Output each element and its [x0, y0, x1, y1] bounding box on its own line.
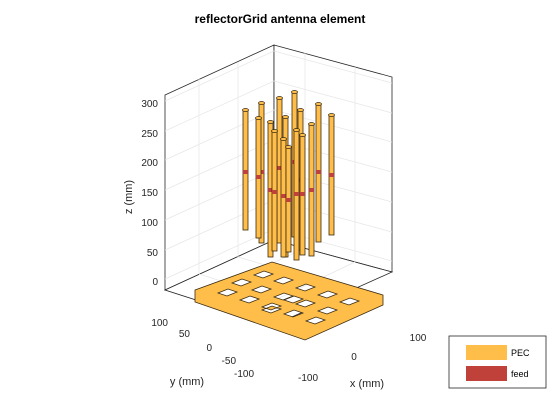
feed-segment	[259, 170, 264, 174]
feed-segment	[329, 173, 334, 177]
dipole-15	[299, 133, 306, 256]
legend-swatch-feed	[466, 366, 507, 381]
y-axis-label: y (mm)	[170, 376, 204, 388]
x-tick-label: 0	[351, 352, 357, 363]
legend-label-feed: feed	[511, 369, 529, 379]
x-axis-label: x (mm)	[350, 378, 384, 390]
dipole-13	[271, 129, 278, 252]
legend-box	[448, 335, 547, 389]
feed-segment	[272, 190, 277, 194]
z-tick-label: 250	[141, 129, 158, 140]
feed-segment	[286, 198, 291, 202]
z-tick-label: 200	[141, 158, 158, 169]
legend-label-pec: PEC	[511, 348, 530, 358]
feed-segment	[243, 170, 248, 174]
x-tick-labels: 100 0 -100	[298, 333, 427, 384]
y-tick-label: 0	[206, 343, 212, 354]
z-tick-labels: 0 50 100 150 200 250 300	[141, 99, 158, 288]
reflector-grid	[194, 261, 384, 341]
dipole-array	[242, 90, 335, 261]
y-tick-label: -50	[222, 356, 237, 367]
y-tick-label: 50	[179, 329, 191, 340]
dipole-12	[293, 128, 300, 261]
reflector-plate	[194, 261, 384, 341]
z-tick-label: 150	[141, 188, 158, 199]
feed-segment	[281, 194, 286, 198]
y-tick-labels: 100 50 0 -50 -100	[151, 318, 254, 380]
z-tick-label: 100	[141, 218, 158, 229]
dipole-16	[285, 145, 292, 253]
feed-segment	[294, 192, 299, 196]
dipole-10	[308, 122, 315, 257]
feed-segment	[309, 188, 314, 192]
x-tick-label: 100	[410, 333, 427, 344]
z-tick-label: 0	[152, 277, 158, 288]
z-tick-label: 50	[147, 248, 159, 259]
figure-title: reflectorGrid antenna element	[195, 12, 366, 26]
y-tick-label: 100	[151, 318, 168, 329]
dipole-3	[315, 102, 322, 243]
y-tick-label: -100	[234, 369, 254, 380]
dipole-11	[255, 116, 262, 239]
feed-segment	[316, 170, 321, 174]
z-gridline-300	[164, 50, 393, 102]
feed-segment	[256, 175, 261, 179]
feed-segment	[300, 192, 305, 196]
z-tick-label: 300	[141, 99, 158, 110]
feed-segment	[277, 166, 282, 170]
z-gridline-250	[164, 80, 393, 132]
dipole-8	[328, 113, 335, 236]
z-axis-label: z (mm)	[123, 180, 135, 214]
z-gridline-200	[164, 109, 393, 161]
dipole-6	[242, 108, 249, 231]
feed-segment	[268, 188, 273, 192]
legend-swatch-pec	[466, 345, 507, 360]
x-tick-label: -100	[298, 373, 318, 384]
legend: PEC feed	[448, 335, 547, 389]
